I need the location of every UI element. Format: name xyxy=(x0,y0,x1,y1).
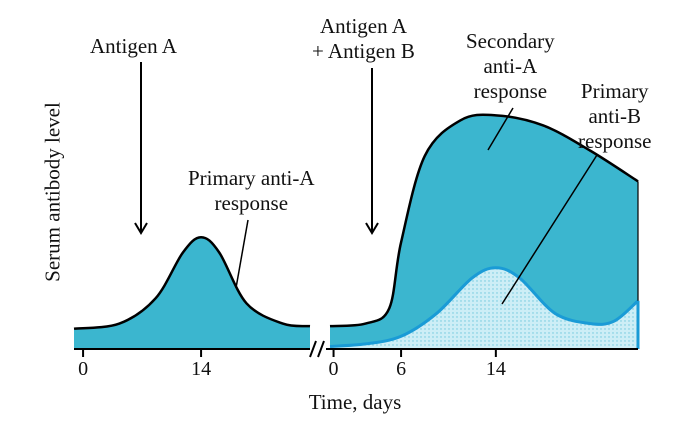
area-secondary-anti-a xyxy=(330,114,638,349)
y-axis-label: Serum antibody level xyxy=(40,102,65,282)
line-primary-anti-b xyxy=(329,266,640,348)
line-primary-anti-a xyxy=(73,235,311,330)
line-secondary-anti-a xyxy=(329,113,639,328)
annotation-antigen-a: Antigen A xyxy=(90,34,177,58)
leader-primary-anti-a xyxy=(235,219,249,289)
annotation-antigen-a-plus-b: Antigen A + Antigen B xyxy=(312,14,415,63)
arrow-antigen-a-plus-b-head xyxy=(365,222,379,235)
annotation-primary-anti-b: Primary anti-B response xyxy=(578,79,652,153)
leader-secondary-anti-a xyxy=(487,107,514,151)
axis-break-mark xyxy=(309,340,317,358)
x-tick-label: 14 xyxy=(191,358,211,380)
arrow-antigen-a-head xyxy=(134,222,148,235)
x-tick-label: 0 xyxy=(78,358,88,380)
axis-break-mark xyxy=(317,340,325,358)
area-primary-anti-a xyxy=(74,237,310,349)
x-tick-label: 14 xyxy=(486,358,506,380)
x-axis-label: Time, days xyxy=(308,390,402,414)
x-tick-label: 6 xyxy=(396,358,406,380)
area-primary-anti-b xyxy=(330,267,638,349)
annotation-secondary-anti-a: Secondary anti-A response xyxy=(466,29,555,103)
leader-primary-anti-b xyxy=(501,154,598,305)
annotation-primary-anti-a: Primary anti-A response xyxy=(188,166,315,215)
x-tick-label: 0 xyxy=(329,358,339,380)
